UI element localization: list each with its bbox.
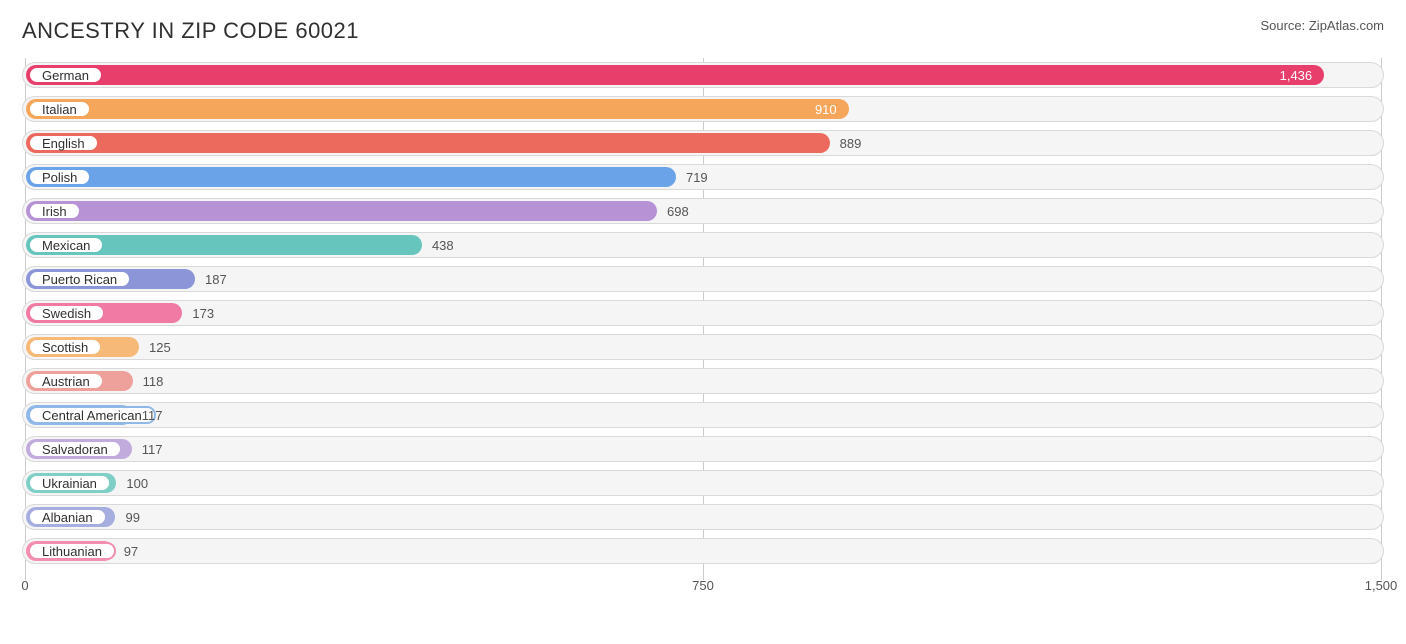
bar-value: 889 [840,131,862,155]
bar-row: Polish 719 [22,164,1384,190]
bar-value: 719 [686,165,708,189]
x-tick: 0 [21,578,28,593]
bar-label-pill: English [28,134,99,152]
bar-label-pill: Austrian [28,372,104,390]
x-tick: 750 [692,578,714,593]
bar-value: 100 [126,471,148,495]
bar-label-pill: Central American [28,406,156,424]
bar-fill [26,167,676,187]
bar-value: 97 [124,539,138,563]
bar-value: 187 [205,267,227,291]
bar-row: German 1,436 [22,62,1384,88]
bar-row: Swedish 173 [22,300,1384,326]
bar-fill [26,201,657,221]
bar-label-pill: German [28,66,103,84]
bar-label-pill: Puerto Rican [28,270,131,288]
bar-row: Puerto Rican 187 [22,266,1384,292]
bar-fill [26,65,1324,85]
header: ANCESTRY IN ZIP CODE 60021 Source: ZipAt… [22,18,1384,44]
bar-value: 117 [142,403,163,427]
bar-value: 118 [143,369,164,393]
bar-value: 117 [142,437,163,461]
bar-label-pill: Irish [28,202,81,220]
chart-title: ANCESTRY IN ZIP CODE 60021 [22,18,359,44]
bar-fill [26,133,830,153]
bar-row: Italian 910 [22,96,1384,122]
bar-value: 438 [432,233,454,257]
bar-row: Albanian 99 [22,504,1384,530]
bar-label-pill: Lithuanian [28,542,116,560]
ancestry-bar-chart: German 1,436 Italian 910 English 889 Polish 719… [22,62,1384,602]
x-axis: 07501,500 [22,572,1384,602]
bar-label-pill: Albanian [28,508,107,526]
bar-label-pill: Salvadoran [28,440,122,458]
bar-label-pill: Swedish [28,304,105,322]
bar-label-pill: Italian [28,100,91,118]
x-tick: 1,500 [1365,578,1398,593]
bar-label-pill: Ukrainian [28,474,111,492]
bar-row: Central American117 [22,402,1384,428]
bar-label-pill: Polish [28,168,91,186]
bar-value: 173 [192,301,214,325]
bar-label-pill: Mexican [28,236,104,254]
bar-row: Lithuanian 97 [22,538,1384,564]
bar-row: English 889 [22,130,1384,156]
bar-value: 125 [149,335,171,359]
bar-row: Scottish 125 [22,334,1384,360]
bar-row: Irish 698 [22,198,1384,224]
source-attribution: Source: ZipAtlas.com [1260,18,1384,33]
bar-value: 698 [667,199,689,223]
bar-row: Austrian 118 [22,368,1384,394]
bar-row: Mexican 438 [22,232,1384,258]
bar-label-pill: Scottish [28,338,102,356]
bar-row: Ukrainian 100 [22,470,1384,496]
bar-value: 1,436 [1280,63,1313,87]
bar-value: 910 [815,97,837,121]
bar-row: Salvadoran 117 [22,436,1384,462]
bar-value: 99 [125,505,139,529]
bar-fill [26,99,849,119]
